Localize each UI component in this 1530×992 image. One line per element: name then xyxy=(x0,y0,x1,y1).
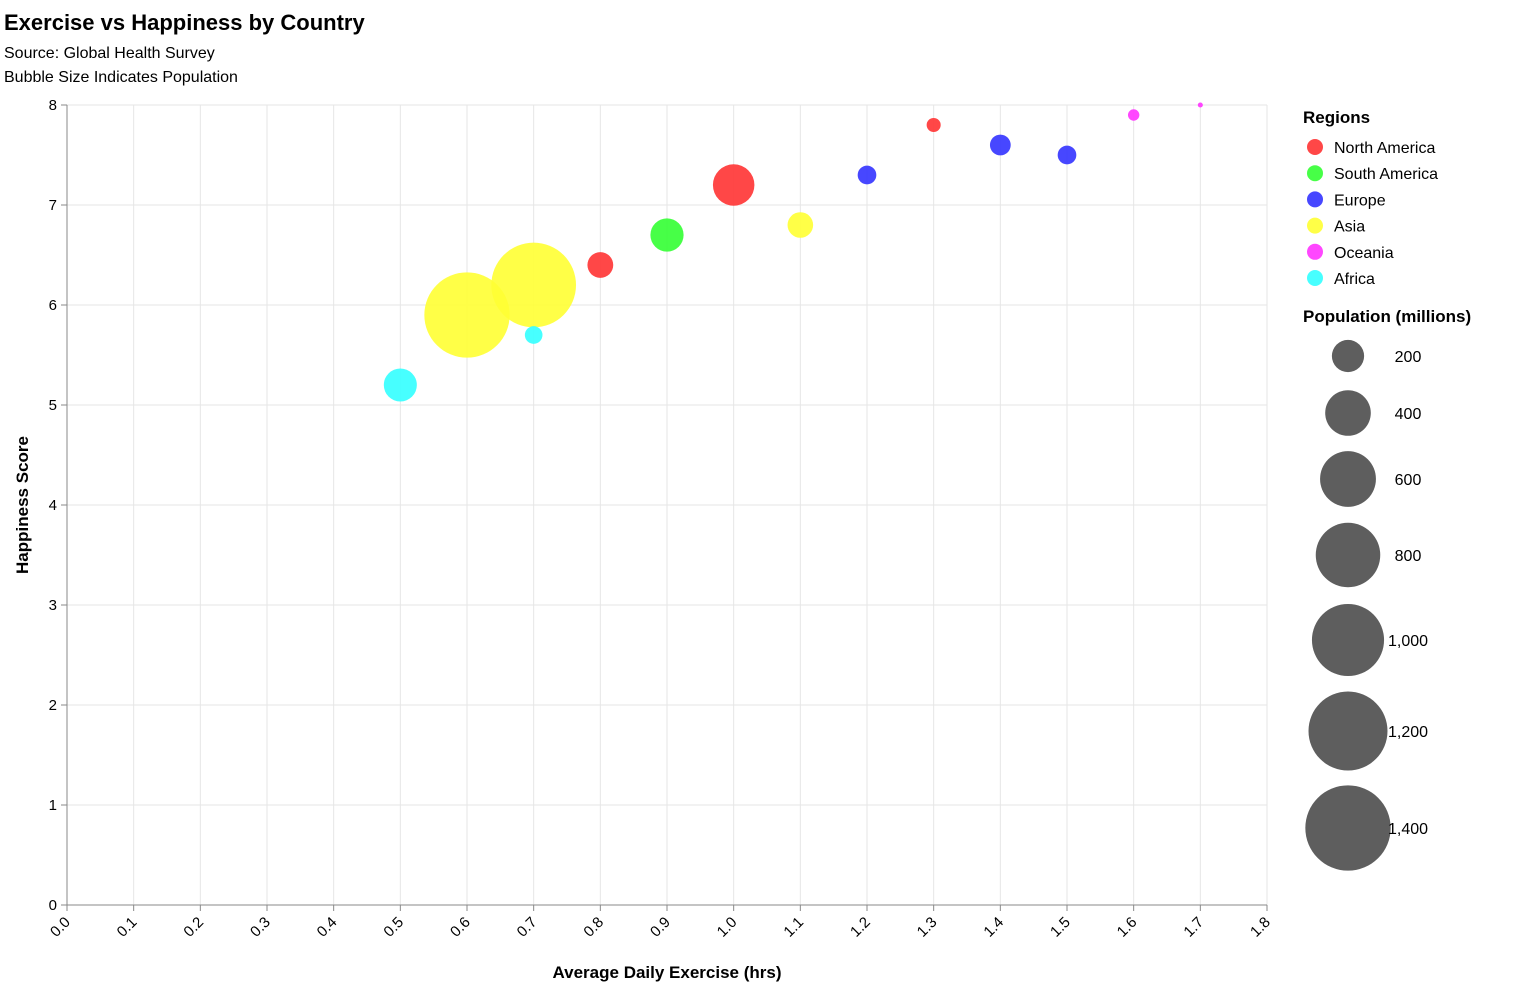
size-legend-circle xyxy=(1308,691,1388,771)
data-point-south-america xyxy=(650,218,684,252)
x-tick-label: 0.8 xyxy=(580,914,607,941)
data-point-europe xyxy=(1057,145,1077,165)
size-legend-circle xyxy=(1305,785,1391,871)
x-tick-label: 1.6 xyxy=(1114,914,1141,941)
legend-label-region: Oceania xyxy=(1334,245,1394,262)
x-tick-label: 1.3 xyxy=(914,914,941,941)
y-tick-label: 0 xyxy=(49,897,57,914)
x-tick-label: 1.8 xyxy=(1247,914,1274,941)
size-legend-circle xyxy=(1311,603,1385,677)
legend-swatch-south-america xyxy=(1307,165,1323,182)
data-point-europe xyxy=(989,134,1011,156)
y-tick-label: 3 xyxy=(49,597,57,614)
size-legend-title: Population (millions) xyxy=(1303,307,1471,326)
size-legend-label: 600 xyxy=(1395,472,1422,489)
data-point-north-america xyxy=(926,117,941,133)
legend-swatch-oceania xyxy=(1307,243,1323,260)
data-point-north-america xyxy=(712,164,755,206)
data-points xyxy=(383,102,1203,402)
legend-swatch-north-america xyxy=(1307,139,1323,155)
legend-swatch-asia xyxy=(1307,217,1323,234)
y-tick-label: 4 xyxy=(49,497,57,514)
legend-label-region: Asia xyxy=(1334,219,1365,236)
data-point-oceania xyxy=(1127,109,1140,121)
legend-label-region: South America xyxy=(1334,166,1438,183)
x-tick-label: 0.9 xyxy=(647,914,674,941)
y-axis-title: Happiness Score xyxy=(13,436,32,574)
data-point-north-america xyxy=(587,252,614,278)
chart-subtitle-size-note: Bubble Size Indicates Population xyxy=(4,69,238,86)
data-point-oceania xyxy=(1197,102,1203,108)
x-tick-label: 1.7 xyxy=(1180,914,1207,941)
y-tick-label: 8 xyxy=(49,97,57,114)
legend-label-region: Europe xyxy=(1334,192,1386,209)
legend-label-region: Africa xyxy=(1334,271,1375,288)
color-legend-title: Regions xyxy=(1303,108,1370,127)
y-tick-label: 2 xyxy=(49,697,57,714)
x-tick-label: 0.5 xyxy=(380,914,407,941)
size-legend-label: 400 xyxy=(1395,406,1422,423)
size-legend-circle xyxy=(1320,451,1376,507)
legend-swatch-africa xyxy=(1307,270,1323,286)
x-tick-label: 1.1 xyxy=(780,914,807,941)
legend-label-region: North America xyxy=(1334,140,1435,157)
grid xyxy=(66,104,1268,906)
x-tick-label: 0.4 xyxy=(314,914,341,941)
size-legend-circle xyxy=(1315,522,1381,588)
x-tick-label: 0.1 xyxy=(114,914,141,941)
size-legend-label: 1,000 xyxy=(1388,633,1428,650)
legend: Regions Population (millions) North Amer… xyxy=(1303,108,1471,871)
size-legend-circle xyxy=(1325,390,1371,436)
y-tick-label: 1 xyxy=(49,797,57,814)
y-tick-label: 6 xyxy=(49,297,57,314)
y-tick-label: 5 xyxy=(49,397,57,414)
x-tick-label: 0.6 xyxy=(447,914,474,941)
x-tick-label: 1.5 xyxy=(1047,914,1074,941)
data-point-asia xyxy=(424,272,510,358)
legend-swatch-europe xyxy=(1307,191,1323,208)
data-point-africa xyxy=(383,368,417,402)
x-tick-label: 1.0 xyxy=(714,914,741,941)
data-point-asia xyxy=(491,242,577,328)
data-point-asia xyxy=(787,212,814,238)
x-tick-label: 0.3 xyxy=(247,914,274,941)
size-legend-circle xyxy=(1331,339,1365,373)
size-legend-label: 1,400 xyxy=(1388,821,1428,838)
size-legend-label: 200 xyxy=(1395,349,1422,366)
chart-title: Exercise vs Happiness by Country xyxy=(4,10,365,35)
size-legend-label: 800 xyxy=(1395,548,1422,565)
x-tick-label: 0.0 xyxy=(47,914,74,941)
data-point-africa xyxy=(524,326,543,344)
chart-subtitle-source: Source: Global Health Survey xyxy=(4,45,215,62)
y-tick-label: 7 xyxy=(49,197,57,214)
x-tick-label: 0.2 xyxy=(180,914,207,941)
x-tick-label: 1.2 xyxy=(847,914,874,941)
size-legend-label: 1,200 xyxy=(1388,724,1428,741)
data-point-europe xyxy=(857,165,877,185)
x-tick-label: 0.7 xyxy=(514,914,541,941)
x-axis-title: Average Daily Exercise (hrs) xyxy=(553,963,782,982)
x-tick-label: 1.4 xyxy=(980,914,1007,941)
